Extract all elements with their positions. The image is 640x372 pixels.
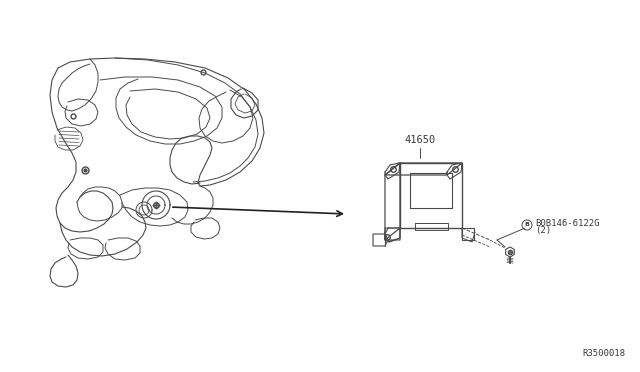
Text: R3500018: R3500018 — [582, 349, 625, 358]
Text: 41650: 41650 — [404, 135, 436, 145]
Text: B0B146-6122G: B0B146-6122G — [535, 218, 600, 228]
Text: (2): (2) — [535, 225, 551, 234]
Text: B: B — [525, 222, 529, 228]
